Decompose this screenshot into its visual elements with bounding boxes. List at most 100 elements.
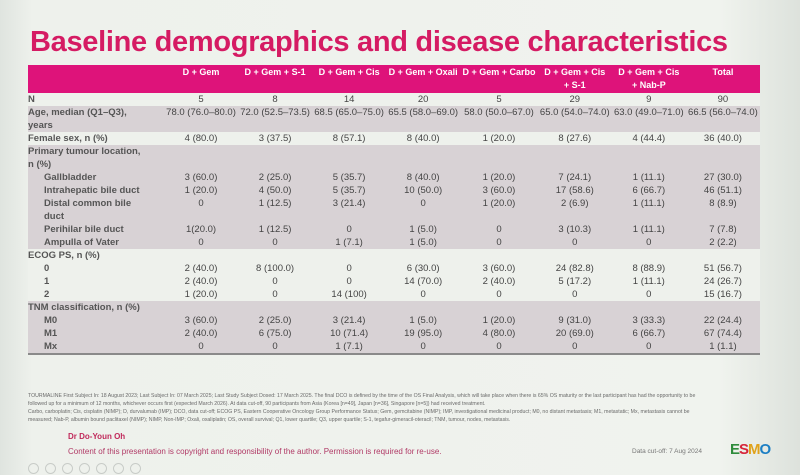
column-header-line2 [238,80,312,93]
table-cell: 3 (10.3) [537,223,612,236]
column-header-line2 [164,80,238,93]
table-cell: 1 (12.5) [238,197,313,210]
footnote: measured; Nab-P, albumin bound paclitaxe… [28,417,511,423]
table-cell: 1 (20.0) [164,288,239,301]
table-row: Perihilar bile duct 1(20.0) 1 (12.5) 0 1 (5.… [28,223,760,236]
table-cell [164,158,239,171]
table-cell: 0 [238,275,313,288]
table-cell: 2 (6.9) [537,197,612,210]
table-cell [537,119,612,132]
table-cell [537,145,612,158]
table-cell: 2 (40.0) [164,262,239,275]
table-cell: 24 (82.8) [537,262,612,275]
more-icon[interactable] [130,463,141,474]
subtitle-icon[interactable] [96,463,107,474]
column-header-line2: + S-1 [563,80,586,90]
table-cell: 5 (17.2) [537,275,612,288]
table-cell: 5 [164,93,239,106]
column-header-line2 [460,80,538,93]
table-cell: 63.0 (49.0–71.0) [611,106,686,119]
row-label: 0 [28,262,164,275]
table-row: duct [28,210,760,223]
table-cell: 0 [460,223,538,236]
column-header-line1: Total [712,67,734,77]
table-cell: 65.5 (58.0–69.0) [386,106,461,119]
table-cell [386,145,461,158]
row-label: TNM classification, n (%) [28,301,164,314]
row-label: Female sex, n (%) [28,132,164,145]
table-cell [460,249,538,262]
table-cell: 0 [312,275,387,288]
table-cell: 2 (40.0) [164,275,239,288]
table-cell: 1 (20.0) [164,184,239,197]
table-cell [238,249,313,262]
grid-icon[interactable] [62,463,73,474]
zoom-icon[interactable] [79,463,90,474]
table-cell: 8 (8.9) [685,197,760,210]
row-label: Perihilar bile duct [28,223,164,236]
table-cell: 0 [238,236,313,249]
table-cell: 7 (24.1) [537,171,612,184]
table-cell: 0 [611,288,686,301]
table-cell [312,301,387,314]
prev-icon[interactable] [28,463,39,474]
table-cell: 1 (20.0) [460,132,538,145]
row-label: years [28,119,164,132]
table-cell [238,145,313,158]
author-name: Dr Do-Youn Oh [68,432,126,441]
table-cell [537,158,612,171]
row-label: Primary tumour location, [28,145,164,158]
table-cell: 22 (24.4) [685,314,760,327]
table-cell: 1(20.0) [164,223,239,236]
table-cell: 1 (11.1) [611,197,686,210]
column-header-line1: D + Gem + S-1 [244,67,306,77]
pen-icon[interactable] [45,463,56,474]
table-cell [312,158,387,171]
table-cell: 4 (80.0) [164,132,239,145]
table-cell: 1 (11.1) [611,275,686,288]
footnote: Carbo, carboplatin; Cis, cisplatin (NIMP… [28,409,690,415]
table-cell: 0 [164,340,239,355]
table-cell: 72.0 (52.5–73.5) [238,106,313,119]
table-cell: 1 (1.1) [685,340,760,355]
table-cell: 3 (37.5) [238,132,313,145]
column-header: D + Gem [164,65,239,93]
esmo-logo: ESMO [730,441,771,458]
table-cell: 68.5 (65.0–75.0) [312,106,387,119]
table-cell: 67 (74.4) [685,327,760,340]
table-row: Intrahepatic bile duct 1 (20.0) 4 (50.0) 5 … [28,184,760,197]
column-header: D + Gem + Cis [312,65,387,93]
table-cell: 8 (100.0) [238,262,313,275]
table-row: Gallbladder 3 (60.0) 2 (25.0) 5 (35.7) 8 (40… [28,171,760,184]
table-cell: 9 (31.0) [537,314,612,327]
table-cell: 5 (35.7) [312,184,387,197]
table-cell: 24 (26.7) [685,275,760,288]
table-cell: 3 (60.0) [460,262,538,275]
table-cell: 1 (20.0) [460,171,538,184]
table-cell: 51 (56.7) [685,262,760,275]
table-cell [312,145,387,158]
row-label: M1 [28,327,164,340]
table-cell [685,145,760,158]
table-cell [460,210,538,223]
table-cell [312,249,387,262]
table-cell: 1 (5.0) [386,236,461,249]
table-cell: 0 [537,288,612,301]
camera-icon[interactable] [113,463,124,474]
table-cell: 17 (58.6) [537,184,612,197]
table-row: TNM classification, n (%) [28,301,760,314]
table-cell: 0 [611,340,686,355]
table-cell: 1 (5.0) [386,223,461,236]
row-label: duct [28,210,164,223]
table-cell: 2 (25.0) [238,171,313,184]
table-cell: 0 [238,288,313,301]
slide-title: Baseline demographics and disease charac… [30,26,728,58]
table-cell: 8 (27.6) [537,132,612,145]
table-cell [312,210,387,223]
column-header-line2 [686,80,760,93]
row-label: Distal common bile [28,197,164,210]
table-cell [685,301,760,314]
footnotes: TOURMALINE First Subject In: 18 August 2… [28,392,748,424]
table-cell: 0 [386,197,461,210]
